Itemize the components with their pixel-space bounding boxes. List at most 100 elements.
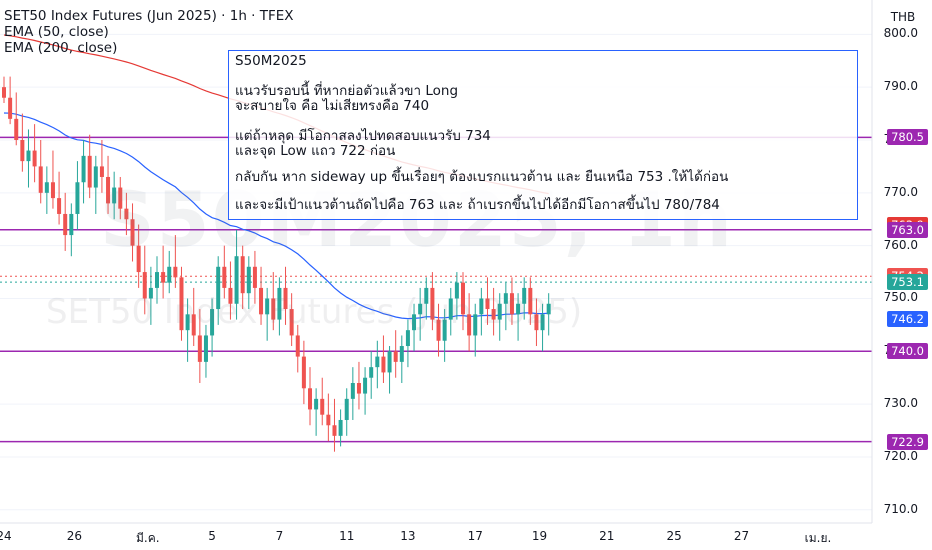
candle [387,346,392,394]
candle [81,139,86,204]
candle [418,287,423,341]
candle-body [161,272,166,283]
candle [99,139,104,193]
candle-body [522,287,527,304]
candle-body [467,314,472,336]
candle [540,303,545,352]
candle-body [136,245,141,273]
candle-body [454,282,459,299]
candle [44,166,49,214]
x-tick-label: 19 [531,529,548,543]
candle [356,361,361,410]
x-tick-label: 21 [599,529,615,543]
x-tick-label: 11 [339,529,355,543]
candle [412,303,417,352]
candle-body [393,351,398,362]
price-tag: 753.1 [887,274,928,291]
candle-body [106,176,111,204]
candle-body [44,182,49,193]
candle [473,303,478,357]
analysis-note[interactable]: S50M2025 แนวรับรอบนี้ ที่หากย่อตัวแล้วขา… [228,50,858,220]
candle-body [197,335,202,362]
candle [228,261,233,320]
candle [8,76,13,125]
candle-body [69,213,74,236]
candle-body [350,383,355,399]
candle [136,224,141,288]
x-tick-label: 27 [733,529,750,543]
candle [130,203,135,262]
candle [314,388,319,436]
candle [112,171,117,220]
candle [283,266,288,325]
candle-body [203,335,208,362]
candle-body [75,182,80,214]
candle-body [399,346,404,362]
chart-title[interactable]: SET50 Index Futures (Jun 2025) · 1h · TF… [4,8,294,24]
candle-body [356,383,361,394]
candle [2,76,6,104]
candle [448,287,453,336]
x-tick-label: 24 [0,529,12,543]
candle [509,277,514,325]
candle-body [332,425,337,436]
candle-body [173,266,178,278]
price-tag: 763.0 [887,221,928,238]
candle-body [32,150,37,167]
ema200-legend[interactable]: EMA (200, close) [4,40,118,56]
currency-label[interactable]: THB [890,10,916,24]
candle [69,203,74,257]
candle [124,192,129,236]
candle [516,293,521,341]
candle [179,266,184,341]
candle [57,171,62,225]
candle [503,282,508,331]
candle [246,256,251,310]
candle-body [20,139,25,162]
ema50-line [3,112,549,320]
candle-body [405,330,410,347]
price-tag: 746.2 [887,310,928,327]
candle-body [430,287,435,320]
candle [234,229,239,320]
candle-body [344,398,349,420]
y-tick-label: 750.0 [883,290,918,305]
ema50-legend[interactable]: EMA (50, close) [4,24,109,40]
candle-body [240,256,245,294]
candle [148,266,153,325]
candle [93,155,98,214]
candle-body [289,309,294,336]
note-line: กลับกัน หาก sideway up ขึ้นเรื่อยๆ ต้องเ… [235,168,729,185]
candle [405,319,410,368]
price-tag: 722.9 [887,433,928,450]
candle [326,393,331,442]
candle [479,287,484,336]
candle-body [283,287,288,310]
y-tick-label: 770.0 [883,184,918,199]
candle [363,367,368,415]
candle-body [546,303,551,315]
candle [271,272,276,331]
candle [399,335,404,384]
candle [265,287,270,341]
note-line: และจุด Low แถว 722 ก่อน [235,143,396,159]
x-tick-label: 13 [400,529,416,543]
candle-body [277,287,282,320]
candle-body [14,118,19,140]
candle-body [301,356,306,389]
chart-legend: SET50 Index Futures (Jun 2025) · 1h · TF… [4,8,294,56]
candle-body [265,298,270,315]
x-tick-label: มี.ค. [136,531,160,545]
note-line: และจะมีเป้าแนวต้านถัดไปคือ 763 และ ถ้าเบ… [235,197,720,213]
candle [75,161,80,230]
candle [338,409,343,447]
candles [2,76,551,452]
candle [369,351,374,399]
candle-body [50,182,55,199]
candle-body [320,398,325,415]
candle [252,250,257,304]
x-tick-label: 26 [66,529,83,543]
candle [210,298,215,357]
candle-body [387,351,392,373]
